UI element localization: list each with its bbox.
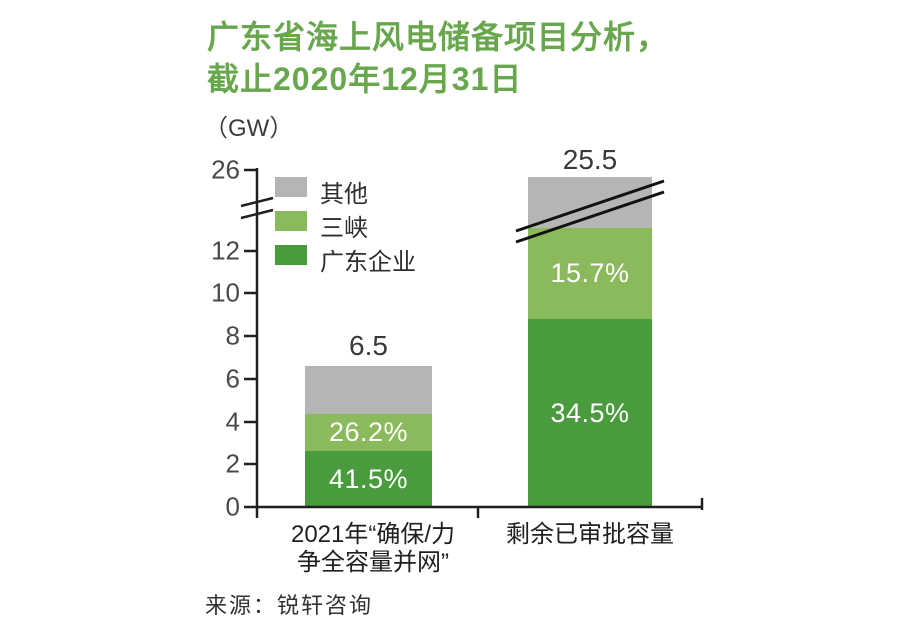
legend-label-other: 其他 bbox=[320, 181, 368, 208]
bar2-sanxia-percent-label: 15.7% bbox=[550, 258, 630, 288]
bar2-total-label: 25.5 bbox=[562, 144, 618, 175]
bar1-total-label: 6.5 bbox=[349, 330, 388, 361]
legend-label-sanxia: 三峡 bbox=[320, 215, 368, 242]
bar2-segment-guangdong: 34.5% bbox=[528, 319, 652, 507]
source-note: 来源：锐轩咨询 bbox=[205, 593, 374, 618]
legend-swatch-other-icon bbox=[275, 177, 307, 197]
bar2-segment-sanxia: 15.7% bbox=[528, 228, 652, 319]
bar1-category-line2: 争全容量并网” bbox=[297, 549, 449, 576]
legend-swatch-sanxia-icon bbox=[275, 211, 307, 231]
y-tick-2: 2 bbox=[225, 448, 240, 479]
chart-title-line1: 广东省海上风电储备项目分析， bbox=[207, 19, 670, 55]
y-axis-break-icon bbox=[240, 196, 274, 220]
y-tick-10: 10 bbox=[211, 277, 240, 308]
chart-title: 广东省海上风电储备项目分析， 截止2020年12月31日 bbox=[207, 16, 669, 100]
y-tick-26: 26 bbox=[211, 154, 240, 185]
chart-title-line2: 截止2020年12月31日 bbox=[207, 61, 523, 97]
bar1-segment-other bbox=[305, 366, 432, 414]
bar2-guangdong-percent-label: 34.5% bbox=[550, 397, 630, 428]
y-tick-4: 4 bbox=[225, 406, 240, 437]
bar1-segment-guangdong: 41.5% bbox=[305, 451, 432, 507]
y-tick-12: 12 bbox=[211, 235, 240, 266]
y-tick-6: 6 bbox=[225, 363, 240, 394]
bar2-segment-other bbox=[528, 177, 652, 228]
bar1-category-label: 2021年“确保/力 争全容量并网” bbox=[278, 521, 468, 577]
y-tick-marks bbox=[244, 168, 257, 509]
y-axis-unit-label: （GW） bbox=[204, 115, 294, 142]
bar1-sanxia-percent-label: 26.2% bbox=[328, 417, 409, 447]
y-tick-0: 0 bbox=[225, 491, 240, 522]
legend-swatch-guangdong-icon bbox=[275, 245, 307, 265]
bar1-guangdong-percent-label: 41.5% bbox=[328, 463, 409, 494]
bar2-category-label: 剩余已审批容量 bbox=[506, 521, 674, 548]
y-tick-8: 8 bbox=[225, 320, 240, 351]
bar1-segment-sanxia: 26.2% bbox=[305, 414, 432, 451]
bar1-category-line1: 2021年“确保/力 bbox=[290, 521, 456, 548]
legend-label-guangdong: 广东企业 bbox=[320, 249, 416, 276]
